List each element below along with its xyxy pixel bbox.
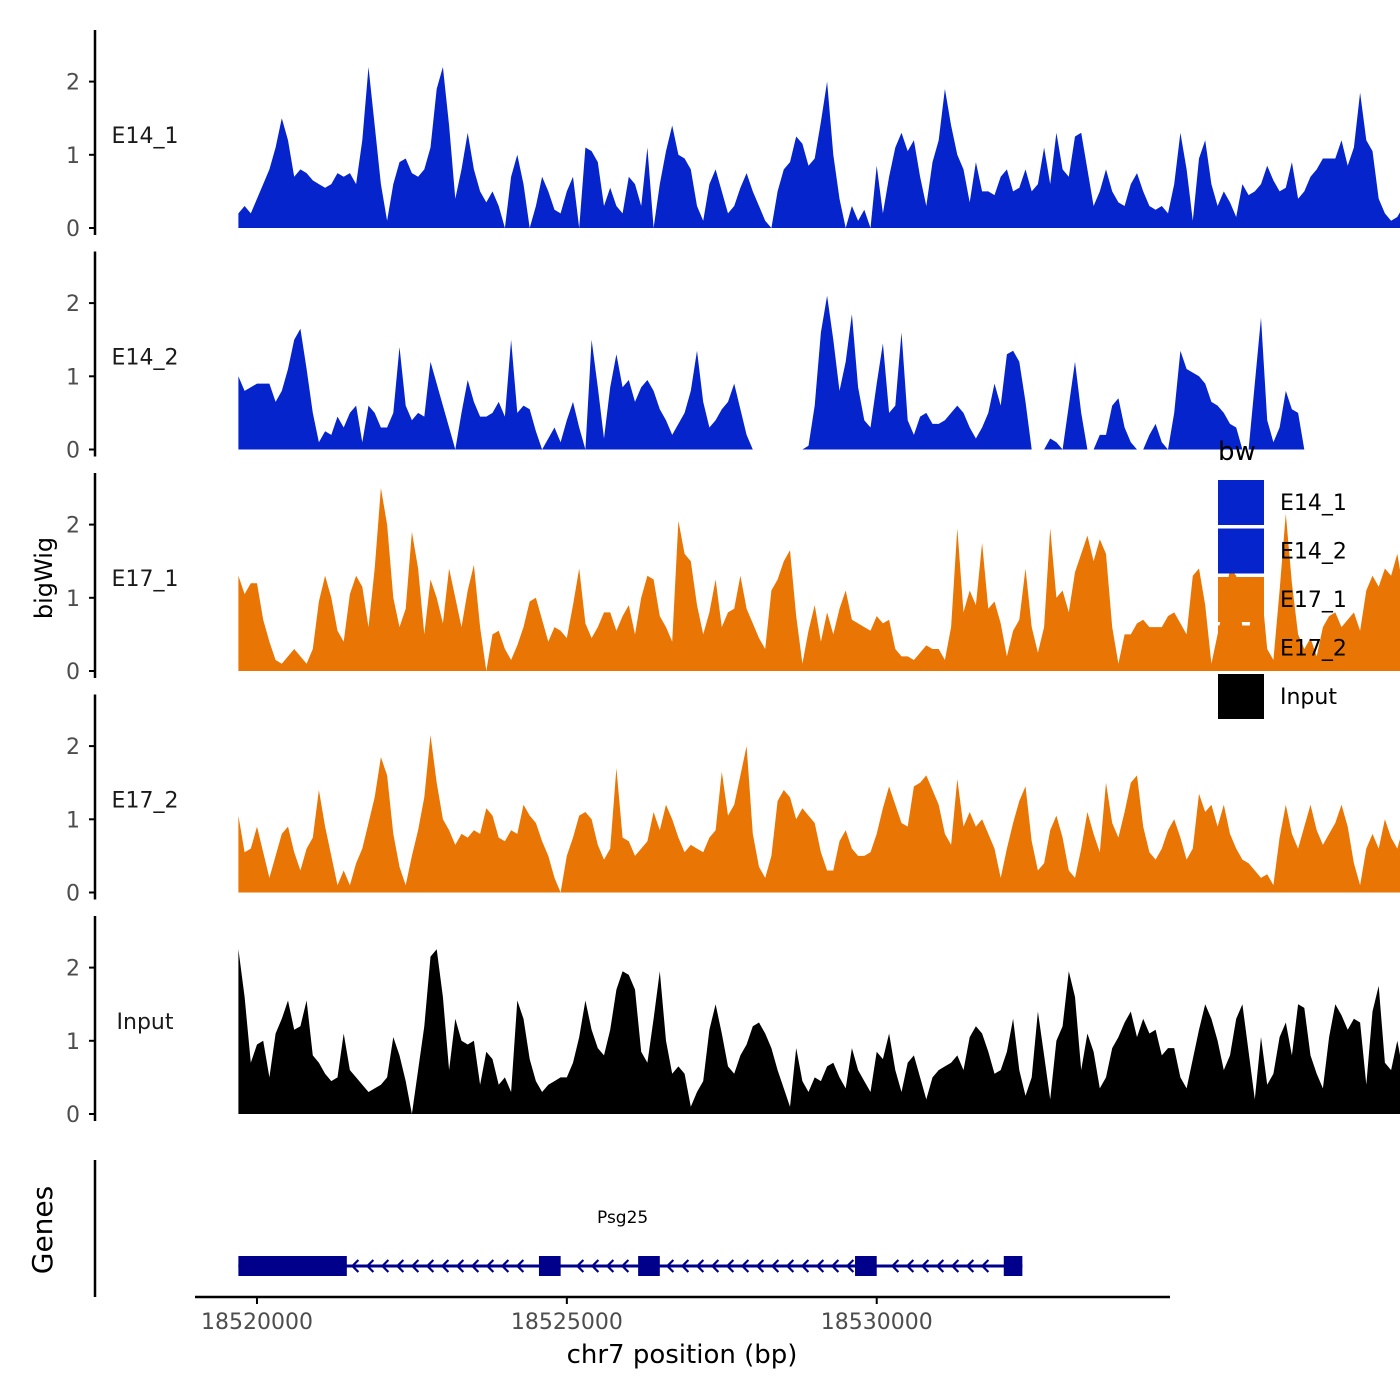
y-tick-label: 2 [66,735,80,760]
track-E14_1: 0 1 2 E14_1 [66,30,1400,242]
track-label-E17_2: E17_2 [112,789,179,814]
gene-exon [1003,1256,1023,1276]
legend-key-Input [1218,674,1264,719]
strand-chevron [440,1259,450,1273]
track-E17_2: 0 1 2 E17_2 [66,694,1400,907]
strand-chevron [665,1259,675,1273]
track-Input: 0 1 2 Input [66,916,1400,1128]
y-tick-label: 0 [66,1103,80,1128]
strand-chevron [905,1259,915,1273]
y-tick-label: 1 [66,587,80,612]
strand-chevron [605,1259,615,1273]
track-label-E14_2: E14_2 [112,346,179,371]
legend-label-Input: Input [1280,685,1337,710]
y-axis-label: bigWig [30,537,58,619]
legend: bw E14_1 E14_2 E17_1 E17_2 Input [1218,437,1347,719]
strand-chevron [830,1259,840,1273]
gene-exon [855,1256,877,1276]
track-E14_2: 0 1 2 E14_2 [66,251,1400,464]
area-Input [238,949,1400,1114]
legend-key-E17_1 [1218,577,1264,622]
y-tick-label: 0 [66,439,80,464]
strand-chevron [590,1259,600,1273]
y-tick-label: 0 [66,217,80,242]
strand-chevron [620,1259,630,1273]
track-E17_1: 0 1 2 E17_1 [66,473,1400,685]
x-axis: 18520000 18525000 18530000 [195,1295,1170,1335]
strand-chevron [770,1259,780,1273]
x-tick-label: 18520000 [201,1310,313,1335]
strand-chevron [755,1259,765,1273]
strand-chevron [500,1259,510,1273]
legend-key-E14_2 [1218,528,1264,574]
legend-label-E14_2: E14_2 [1280,540,1347,565]
y-tick-label: 2 [66,957,80,982]
strand-chevron [380,1259,390,1273]
strand-chevron [845,1259,855,1273]
y-tick-label: 0 [66,882,80,907]
x-tick-label: 18525000 [511,1310,623,1335]
gene-exon [538,1256,561,1276]
legend-key-E17_2 [1218,625,1264,671]
strand-chevron [410,1259,420,1273]
y-tick-label: 1 [66,808,80,833]
strand-chevron [800,1259,810,1273]
strand-chevron [680,1259,690,1273]
strand-chevron [785,1259,795,1273]
track-label-Input: Input [117,1010,174,1035]
strand-chevron [365,1259,375,1273]
genes-track-label: Genes [26,1186,59,1274]
area-E17_2 [238,735,1400,893]
strand-chevron [515,1259,525,1273]
y-tick-label: 1 [66,365,80,390]
strand-chevron [740,1259,750,1273]
legend-label-E17_2: E17_2 [1280,637,1347,662]
gene-name-label: Psg25 [597,1208,648,1228]
legend-label-E17_1: E17_1 [1280,588,1347,613]
strand-chevron [425,1259,435,1273]
strand-chevron [485,1259,495,1273]
legend-label-E14_1: E14_1 [1280,491,1347,516]
legend-key-E14_1 [1218,480,1264,525]
gene-exon [638,1256,660,1276]
strand-chevron [350,1259,360,1273]
x-axis-label: chr7 position (bp) [567,1340,798,1370]
strand-chevron [965,1259,975,1273]
strand-chevron [815,1259,825,1273]
gene-exon [238,1256,347,1276]
y-tick-label: 1 [66,1030,80,1055]
strand-chevron [395,1259,405,1273]
y-tick-label: 1 [66,144,80,169]
area-E14_1 [238,67,1400,228]
strand-chevron [725,1259,735,1273]
genes-track: Psg25 [93,1160,1023,1297]
track-label-E17_1: E17_1 [112,567,179,592]
y-tick-label: 2 [66,514,80,539]
area-E17_1 [238,488,1400,671]
x-tick-label: 18530000 [821,1310,933,1335]
strand-chevron [935,1259,945,1273]
strand-chevron [710,1259,720,1273]
y-tick-label: 0 [66,660,80,685]
y-tick-label: 2 [66,71,80,96]
strand-chevron [695,1259,705,1273]
strand-chevron [470,1259,480,1273]
strand-chevron [980,1259,990,1273]
strand-chevron [920,1259,930,1273]
strand-chevron [575,1259,585,1273]
track-label-E14_1: E14_1 [112,124,179,149]
strand-chevron [890,1259,900,1273]
area-E14_2 [238,295,1400,450]
strand-chevron [455,1259,465,1273]
track-panels: 0 1 2 E14_1 0 1 2 E14_2 0 1 2 E17_1 0 1 2 E17_2 0 1 2 Input [66,30,1400,1128]
legend-title: bw [1218,437,1256,467]
y-tick-label: 2 [66,292,80,317]
strand-chevron [950,1259,960,1273]
